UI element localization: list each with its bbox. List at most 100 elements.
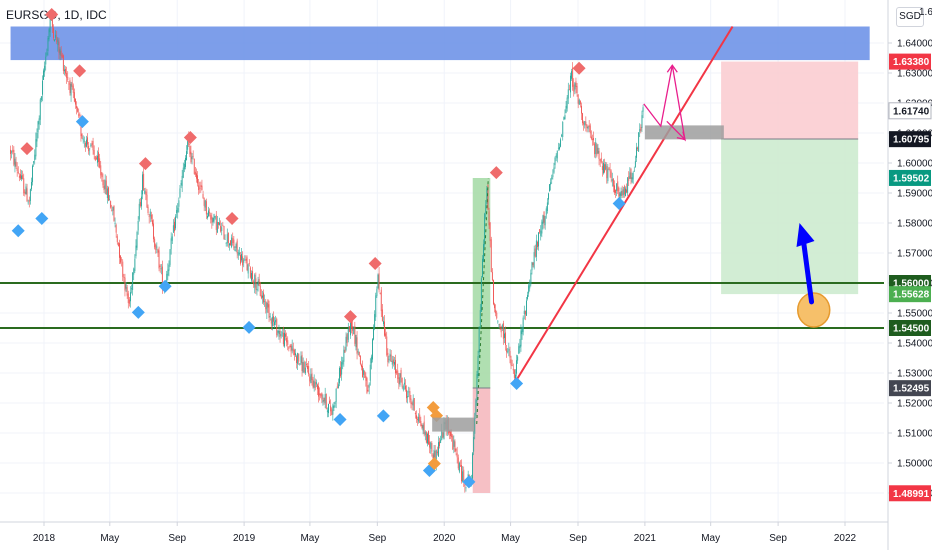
swing-low-marker bbox=[462, 475, 476, 489]
candle-body bbox=[127, 293, 129, 304]
candle-body bbox=[77, 107, 79, 112]
projection-arrowhead-down bbox=[676, 131, 686, 141]
candle-body bbox=[551, 177, 553, 180]
price-labels: 1.63380 1.61740 1.60795 1.59502 1.560001.556… bbox=[888, 53, 932, 502]
candle-body bbox=[464, 483, 466, 487]
candle-body bbox=[458, 462, 460, 472]
candle-body bbox=[66, 72, 68, 78]
candle-body bbox=[521, 328, 523, 335]
candle-body bbox=[347, 328, 349, 340]
candle-body bbox=[575, 81, 577, 87]
candle-body bbox=[92, 141, 94, 151]
candle-body bbox=[559, 146, 560, 150]
candle-body bbox=[549, 184, 551, 192]
long-position-1-stop bbox=[472, 388, 491, 493]
candle-body bbox=[390, 354, 392, 362]
candle-body bbox=[539, 229, 541, 233]
candle-body bbox=[566, 97, 568, 109]
candle-body bbox=[326, 410, 328, 413]
candle-body bbox=[595, 141, 597, 155]
candle-body bbox=[147, 206, 149, 213]
candle-body bbox=[433, 449, 435, 462]
candle-body bbox=[142, 174, 144, 195]
candle-body bbox=[587, 126, 589, 129]
candle-body bbox=[122, 261, 124, 277]
candle-body bbox=[491, 272, 493, 281]
candle-body bbox=[267, 299, 269, 308]
gray-box bbox=[432, 417, 475, 432]
candle-body bbox=[287, 340, 289, 346]
y-tick-label: 1.51000 bbox=[897, 429, 932, 440]
candle-body bbox=[146, 194, 148, 208]
candle-body bbox=[299, 363, 301, 365]
swing-low-marker bbox=[510, 377, 524, 390]
candle-body bbox=[571, 71, 573, 79]
candle-body bbox=[32, 165, 34, 183]
candle-body bbox=[76, 106, 78, 109]
candle-body bbox=[113, 205, 115, 221]
candle-body bbox=[413, 398, 415, 411]
candle-body bbox=[323, 397, 325, 402]
candle-body bbox=[120, 255, 122, 263]
price-label-text: 1.61740 bbox=[893, 106, 930, 117]
candle-body bbox=[194, 171, 196, 175]
candle-body bbox=[11, 151, 13, 153]
swing-low-marker bbox=[11, 224, 25, 238]
candle-body bbox=[89, 148, 91, 150]
candle-body bbox=[555, 155, 557, 158]
candle-body bbox=[149, 211, 151, 217]
candle-body bbox=[196, 173, 197, 179]
candle-body bbox=[482, 258, 483, 277]
candle-body bbox=[121, 259, 123, 261]
x-tick-label: May bbox=[100, 533, 119, 544]
candle-body bbox=[411, 403, 413, 405]
candle-body bbox=[330, 405, 332, 412]
candle-body bbox=[523, 310, 525, 315]
candle-body bbox=[519, 344, 521, 348]
candle-body bbox=[343, 349, 345, 362]
candle-body bbox=[345, 336, 347, 350]
candle-body bbox=[626, 189, 628, 193]
y-tick-label: 1.55000 bbox=[897, 309, 932, 320]
x-tick-label: 2021 bbox=[634, 533, 657, 544]
candle-body bbox=[510, 359, 512, 366]
candle-body bbox=[356, 337, 358, 354]
candle-body bbox=[313, 380, 315, 388]
candle-body bbox=[68, 83, 70, 85]
candle-body bbox=[198, 185, 200, 190]
candle-body bbox=[48, 29, 50, 40]
currency-badge[interactable]: SGD bbox=[896, 7, 924, 27]
candle-body bbox=[65, 69, 67, 74]
candle-body bbox=[495, 309, 497, 314]
swing-low-marker bbox=[333, 413, 347, 426]
candle-body bbox=[373, 328, 375, 340]
blue-arrow-shaft bbox=[800, 238, 815, 305]
candle-body bbox=[81, 134, 83, 139]
candle-body bbox=[442, 432, 444, 438]
x-tick-label: May bbox=[501, 533, 520, 544]
candle-body bbox=[479, 310, 481, 326]
candle-body bbox=[148, 216, 150, 218]
candle-body bbox=[290, 344, 292, 352]
candle-body bbox=[557, 147, 559, 149]
candle-body bbox=[362, 366, 364, 378]
candle-body bbox=[506, 348, 508, 353]
y-tick-label: 1.63000 bbox=[897, 69, 932, 80]
candle-body bbox=[513, 370, 515, 378]
short-position-stop bbox=[721, 61, 859, 139]
candle-body bbox=[636, 147, 637, 158]
candle-body bbox=[187, 139, 189, 150]
candle-body bbox=[233, 239, 235, 249]
price-label-text: 1.56000 bbox=[893, 279, 930, 290]
candle-body bbox=[145, 191, 147, 195]
candle-body bbox=[245, 259, 247, 261]
candle-body bbox=[412, 399, 414, 406]
candle-body bbox=[28, 200, 30, 202]
candle-body bbox=[499, 323, 501, 328]
candle-body bbox=[354, 326, 356, 344]
candle-body bbox=[352, 326, 354, 331]
candle-body bbox=[150, 214, 152, 219]
candle-body bbox=[584, 120, 586, 126]
candle-body bbox=[552, 174, 554, 178]
